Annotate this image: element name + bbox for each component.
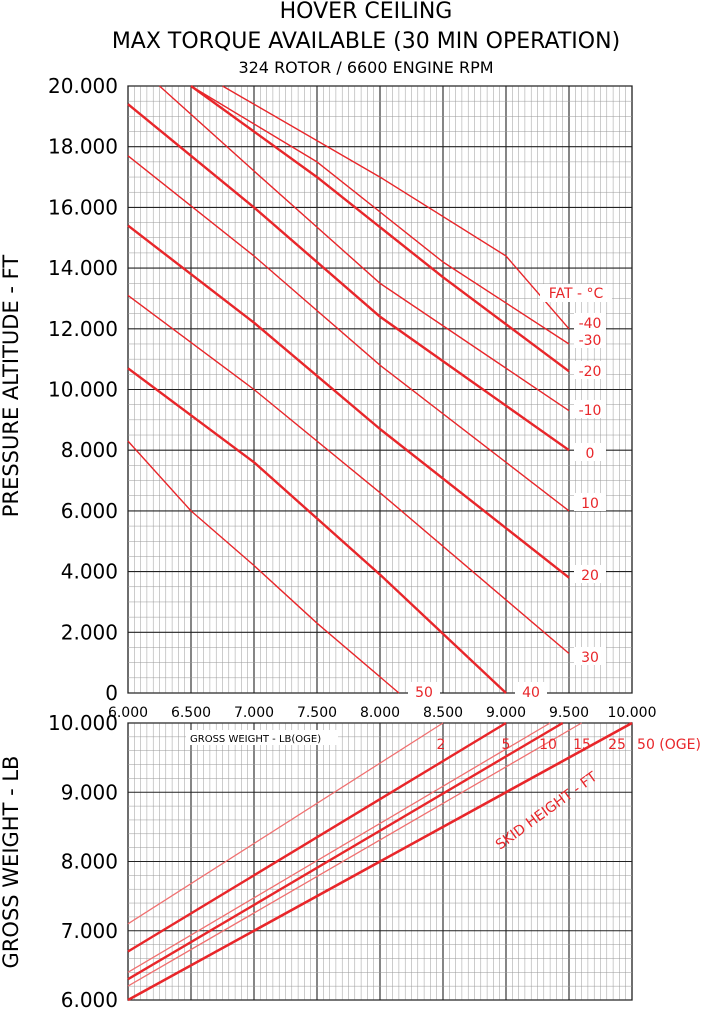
title-line-2: MAX TORQUE AVAILABLE (30 MIN OPERATION) (112, 29, 620, 54)
bottom-chart-grid (127, 722, 633, 1001)
title-line-3: 324 ROTOR / 6600 ENGINE RPM (238, 58, 493, 77)
fat-label-0: 0 (586, 446, 595, 462)
fat-label-bg (515, 682, 547, 700)
fat-curves (127, 85, 570, 694)
fat-legend-bg (540, 284, 612, 302)
fat-label-40: 40 (522, 685, 540, 701)
fat-label-bg (574, 493, 606, 511)
y-tick-label: 18.000 (48, 135, 118, 159)
skid-label: 25 (608, 737, 626, 753)
fat-label--30: -30 (579, 333, 602, 349)
fat-label-20: 20 (581, 568, 599, 584)
x-tick-label: 6.500 (171, 705, 211, 721)
fat-label--10: -10 (579, 403, 602, 419)
x-axis-label-bg (186, 730, 338, 745)
fat-label-bg (574, 443, 606, 461)
fat-curve--30 (190, 85, 570, 345)
y-tick-label: 4.000 (61, 560, 118, 584)
x-tick-label: 9.500 (549, 705, 589, 721)
fat-label-10: 10 (581, 496, 599, 512)
fat-label--40: -40 (579, 316, 602, 332)
fat-label-bg (574, 330, 606, 348)
fat-curve-40 (127, 367, 507, 694)
x-tick-label: 8.000 (360, 705, 400, 721)
fat-label-bg (408, 682, 440, 700)
skid-label: 50 (OGE) (637, 737, 701, 753)
fat-curve-30 (127, 294, 570, 655)
x-tick-label: 9.000 (486, 705, 526, 721)
y-tick-label: 10.000 (48, 378, 118, 402)
y-tick-label: 0 (105, 681, 118, 705)
fat-label-bg (574, 400, 606, 418)
skid-curve-5 (127, 721, 507, 953)
y-tick-label: 8.000 (61, 438, 118, 462)
top-y-axis-label: PRESSURE ALTITUDE - FT (0, 255, 23, 518)
x-tick-label: 8.500 (423, 705, 463, 721)
fat-curve-20 (127, 224, 570, 579)
fat-curve-0 (127, 103, 570, 452)
skid-label: 2 (437, 737, 446, 753)
x-tick-label: 7.500 (297, 705, 337, 721)
y-tick-label: 6.000 (61, 988, 118, 1009)
y-tick-label: 2.000 (61, 620, 118, 644)
fat-label-bg (574, 647, 606, 665)
skid-label: 10 (539, 737, 557, 753)
fat-label--20: -20 (579, 364, 602, 380)
skid-height-annotation: SKID HEIGHT - FT (493, 769, 601, 853)
y-tick-label: 14.000 (48, 256, 118, 280)
skid-curve-2 (127, 722, 444, 925)
y-tick-label: 8.000 (61, 850, 118, 874)
y-tick-label: 6.000 (61, 499, 118, 523)
skid-curve-50-OGE- (127, 721, 633, 1002)
y-tick-label: 16.000 (48, 195, 118, 219)
y-tick-label: 7.000 (61, 919, 118, 943)
fat-label-bg (574, 565, 606, 583)
y-tick-label: 20.000 (48, 74, 118, 98)
skid-curve-15 (127, 721, 564, 981)
tick-labels: 0 2.000 4.000 6.000 8.000 10.000 12.000 14.000 1… (48, 74, 656, 1009)
fat-label-bg (574, 313, 606, 331)
y-tick-label: 9.000 (61, 780, 118, 804)
skid-label: 15 (573, 737, 591, 753)
fat-label-30: 30 (581, 650, 599, 666)
x-axis-label: GROSS WEIGHT - LB(OGE) (190, 734, 321, 745)
y-tick-label: 12.000 (48, 317, 118, 341)
top-chart-grid (127, 85, 633, 694)
fat-curve--10 (159, 85, 570, 412)
skid-curve-25 (127, 722, 582, 987)
skid-height-curves (127, 721, 633, 1002)
x-tick-label: 10.000 (608, 705, 657, 721)
fat-curve-10 (127, 155, 570, 512)
fat-label-50: 50 (415, 685, 433, 701)
fat-curve--20 (190, 85, 570, 373)
x-tick-label: 6.000 (108, 705, 148, 721)
fat-curve--40 (222, 85, 570, 330)
y-tick-label: 10.000 (48, 711, 118, 735)
skid-label: 5 (502, 737, 511, 753)
fat-legend-title: FAT - °C (549, 286, 604, 302)
fat-label-bg (574, 361, 606, 379)
title-line-1: HOVER CEILING (280, 0, 453, 24)
skid-curve-10 (127, 722, 551, 973)
fat-curve-50 (127, 440, 400, 694)
x-tick-label: 7.000 (234, 705, 274, 721)
bottom-y-axis-label: GROSS WEIGHT - LB (0, 756, 23, 969)
